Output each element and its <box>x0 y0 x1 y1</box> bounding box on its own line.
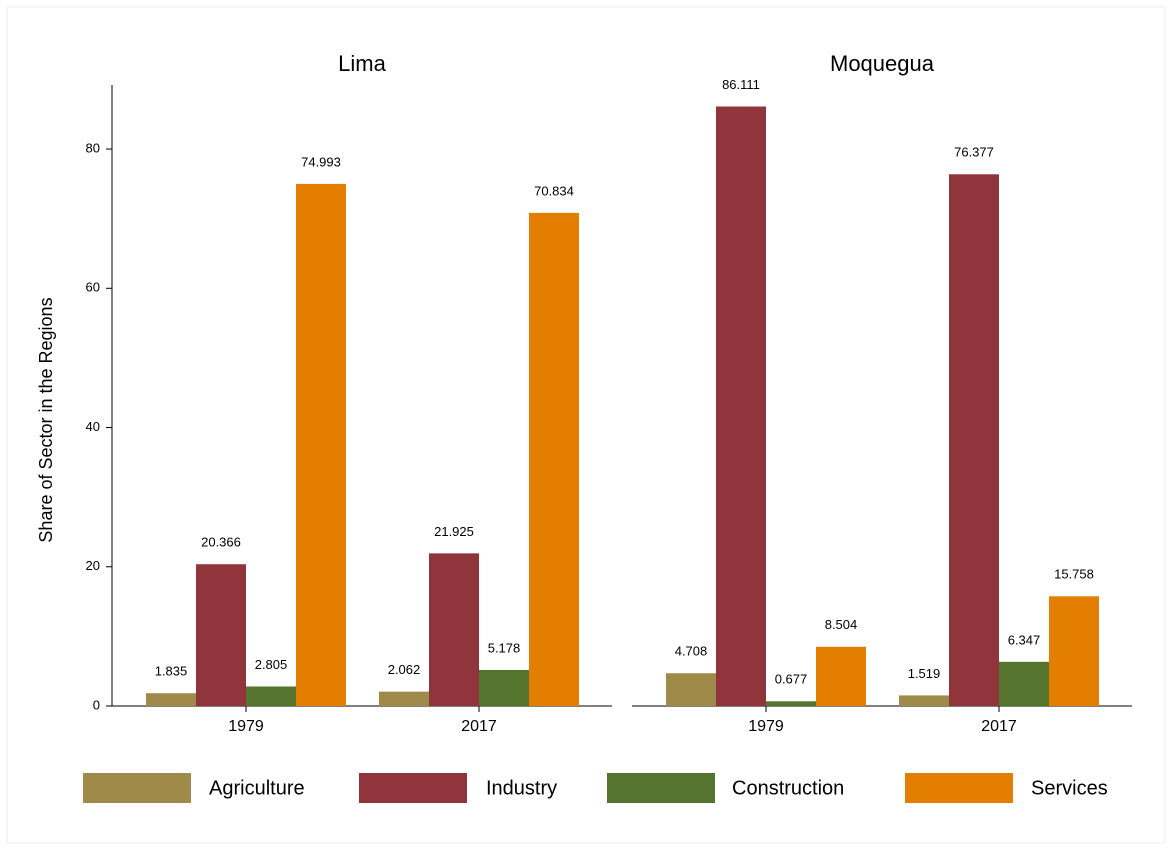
value-label: 1.519 <box>908 666 941 681</box>
bar <box>146 693 196 706</box>
value-label: 8.504 <box>825 617 858 632</box>
legend-swatch <box>905 773 1013 803</box>
legend-label: Services <box>1031 777 1108 799</box>
x-tick-label: 2017 <box>981 718 1017 735</box>
legend-swatch <box>359 773 467 803</box>
bar <box>379 691 429 706</box>
bar <box>999 661 1049 706</box>
bar <box>766 701 816 706</box>
value-label: 0.677 <box>775 672 808 687</box>
legend-label: Construction <box>732 777 844 799</box>
bar <box>429 553 479 706</box>
value-label: 15.758 <box>1054 567 1094 582</box>
value-label: 21.925 <box>434 524 474 539</box>
bar <box>246 686 296 706</box>
value-label: 2.062 <box>388 662 421 677</box>
legend-label: Industry <box>486 777 557 799</box>
bar <box>296 183 346 706</box>
legend-swatch <box>607 773 715 803</box>
y-tick-label: 60 <box>86 280 100 295</box>
value-label: 70.834 <box>534 183 574 198</box>
x-tick-label: 1979 <box>748 718 784 735</box>
value-label: 74.993 <box>301 154 341 169</box>
bar <box>196 564 246 706</box>
legend-swatch <box>83 773 191 803</box>
bar <box>1049 596 1099 706</box>
bar <box>479 669 529 706</box>
bar <box>949 174 999 707</box>
y-tick-label: 20 <box>86 558 100 573</box>
value-label: 20.366 <box>201 535 241 550</box>
value-label: 1.835 <box>155 664 188 679</box>
panel-title: Moquegua <box>830 51 935 76</box>
y-tick-label: 40 <box>86 419 100 434</box>
y-tick-label: 0 <box>93 697 100 712</box>
bar <box>899 695 949 706</box>
value-label: 86.111 <box>722 77 760 92</box>
bar <box>666 673 716 706</box>
x-tick-label: 2017 <box>461 718 497 735</box>
bar <box>816 646 866 706</box>
value-label: 4.708 <box>675 644 708 659</box>
legend-label: Agriculture <box>209 777 305 799</box>
value-label: 2.805 <box>255 657 288 672</box>
y-axis-label: Share of Sector in the Regions <box>36 297 56 542</box>
bar <box>716 106 766 707</box>
x-tick-label: 1979 <box>228 718 264 735</box>
value-label: 5.178 <box>488 640 521 655</box>
bar <box>529 212 579 707</box>
frame <box>6 6 1166 844</box>
y-tick-label: 80 <box>86 140 100 155</box>
value-label: 76.377 <box>954 145 994 160</box>
value-label: 6.347 <box>1008 632 1041 647</box>
panel-title: Lima <box>338 51 386 76</box>
